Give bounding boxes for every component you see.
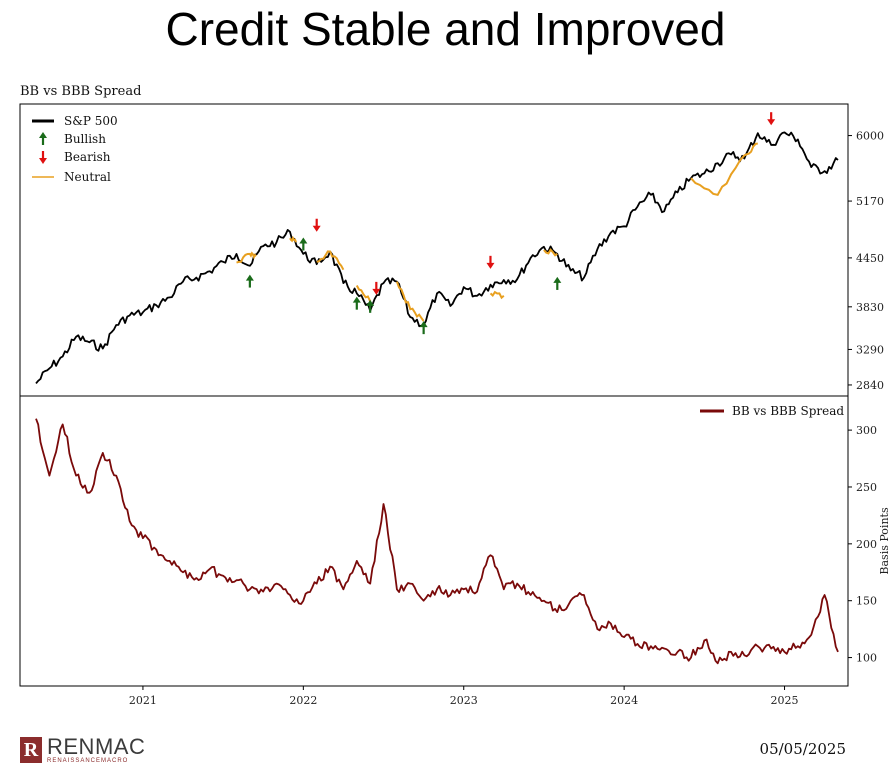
x-tick-label: 2024 bbox=[610, 694, 638, 707]
legend-bearish-arrow-icon bbox=[39, 151, 47, 164]
bullish-arrow-icon bbox=[419, 321, 428, 335]
top-y-tick-label: 2840 bbox=[856, 379, 884, 392]
bearish-arrow-icon bbox=[767, 112, 776, 126]
x-tick-label: 2022 bbox=[289, 694, 317, 707]
bullish-arrow-icon bbox=[352, 296, 361, 310]
neutral-segment bbox=[289, 235, 298, 243]
x-tick-label: 2025 bbox=[771, 694, 799, 707]
top-y-tick-label: 3830 bbox=[856, 301, 884, 314]
sp500-line bbox=[35, 131, 839, 384]
renmac-logo: R RENMAC RENAISSANCEMACRO bbox=[20, 736, 145, 764]
neutral-segment bbox=[316, 250, 345, 271]
bottom-y-tick-label: 150 bbox=[856, 595, 877, 608]
bullish-arrow-icon bbox=[299, 237, 308, 251]
top-y-tick-label: 4450 bbox=[856, 252, 884, 265]
top-panel-frame bbox=[19, 103, 849, 397]
top-y-tick-label: 6000 bbox=[856, 130, 884, 143]
bottom-y-tick-label: 100 bbox=[856, 652, 877, 665]
neutral-segment bbox=[489, 290, 505, 300]
legend-spread-label: BB vs BBB Spread bbox=[732, 404, 844, 418]
legend-sp500-label: S&P 500 bbox=[64, 114, 118, 128]
bottom-y-tick-label: 250 bbox=[856, 481, 877, 494]
top-y-tick-label: 3290 bbox=[856, 343, 884, 356]
bullish-arrow-icon bbox=[245, 274, 254, 288]
logo-tagline: RENAISSANCEMACRO bbox=[47, 758, 129, 764]
neutral-segment bbox=[543, 248, 558, 257]
footer-date: 05/05/2025 bbox=[759, 740, 846, 758]
logo-name: RENMAC bbox=[47, 734, 146, 759]
slide-title: Credit Stable and Improved bbox=[165, 3, 726, 55]
neutral-segment bbox=[355, 285, 372, 302]
neutral-segment bbox=[690, 142, 758, 196]
x-tick-label: 2021 bbox=[129, 694, 157, 707]
bottom-y-tick-label: 300 bbox=[856, 424, 877, 437]
bearish-arrow-icon bbox=[312, 218, 321, 232]
bottom-panel-frame bbox=[19, 395, 849, 687]
chart-title: BB vs BBB Spread bbox=[20, 84, 142, 99]
legend-bullish-label: Bullish bbox=[64, 132, 106, 146]
legend-bearish-label: Bearish bbox=[64, 150, 111, 164]
legend-neutral-label: Neutral bbox=[64, 170, 111, 184]
bullish-arrow-icon bbox=[366, 299, 375, 313]
legend-bullish-arrow-icon bbox=[39, 132, 47, 145]
bottom-y-axis-label: Basis Points bbox=[878, 507, 891, 575]
neutral-segment bbox=[236, 251, 257, 264]
x-tick-label: 2023 bbox=[450, 694, 478, 707]
bullish-arrow-icon bbox=[553, 276, 562, 290]
bearish-arrow-icon bbox=[372, 281, 381, 295]
bottom-y-tick-label: 200 bbox=[856, 538, 877, 551]
neutral-segment bbox=[395, 281, 425, 322]
logo-mark: R bbox=[20, 737, 42, 763]
top-y-tick-label: 5170 bbox=[856, 195, 884, 208]
spread-line bbox=[35, 418, 839, 665]
bearish-arrow-icon bbox=[486, 255, 495, 269]
